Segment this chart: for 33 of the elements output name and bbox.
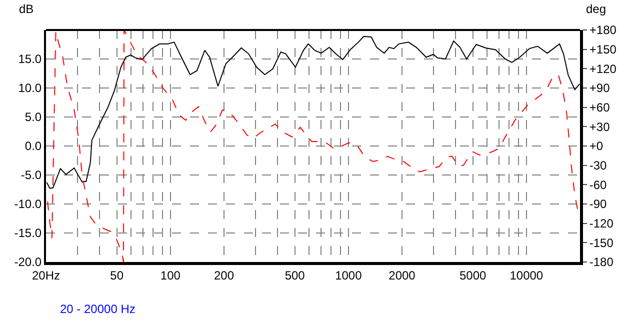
y2-tick-label: -60 bbox=[589, 178, 608, 192]
y2-tick-label: +60 bbox=[589, 100, 610, 115]
y2-tick-label: -180 bbox=[589, 255, 614, 270]
y-tick-label: -20.0 bbox=[14, 255, 42, 270]
y2-tick-label: -30 bbox=[589, 158, 608, 173]
x-tick-label: 1000 bbox=[335, 268, 362, 282]
y2-tick-label: -120 bbox=[589, 216, 614, 231]
y2-tick-label: -150 bbox=[589, 236, 614, 250]
y-tick-label: 10.0 bbox=[18, 81, 42, 96]
y-tick-label: 15.0 bbox=[18, 52, 42, 66]
y2-tick-label: +90 bbox=[589, 81, 610, 96]
y-tick-label: 5.0 bbox=[24, 110, 42, 124]
x-tick-label: 200 bbox=[214, 268, 234, 282]
y-tick-label: 0.0 bbox=[24, 139, 42, 154]
x-tick-label: 500 bbox=[284, 268, 306, 282]
y2-tick-label: +150 bbox=[589, 42, 617, 57]
y2-tick-label: +30 bbox=[589, 120, 610, 134]
x-tick-label: 5000 bbox=[459, 268, 486, 282]
x-tick-label: 2000 bbox=[388, 268, 416, 282]
y2-axis-title: deg bbox=[586, 2, 606, 16]
x-tick-label: 20Hz bbox=[32, 268, 60, 282]
y-tick-label: -10.0 bbox=[14, 197, 42, 212]
x-tick-label: 10000 bbox=[510, 268, 544, 282]
x-tick-label: 50 bbox=[110, 268, 124, 282]
x-tick-label: 100 bbox=[160, 268, 181, 282]
y-axis-title: dB bbox=[19, 2, 34, 16]
text: 20 - 20000 Hz bbox=[60, 302, 136, 316]
y2-tick-label: +120 bbox=[589, 62, 617, 76]
y2-tick-label: +180 bbox=[589, 23, 617, 38]
y-tick-label: -5.0 bbox=[20, 168, 42, 182]
y-tick-label: -15.0 bbox=[14, 226, 42, 240]
y2-tick-label: +0 bbox=[589, 139, 604, 154]
y2-tick-label: -90 bbox=[589, 197, 608, 212]
